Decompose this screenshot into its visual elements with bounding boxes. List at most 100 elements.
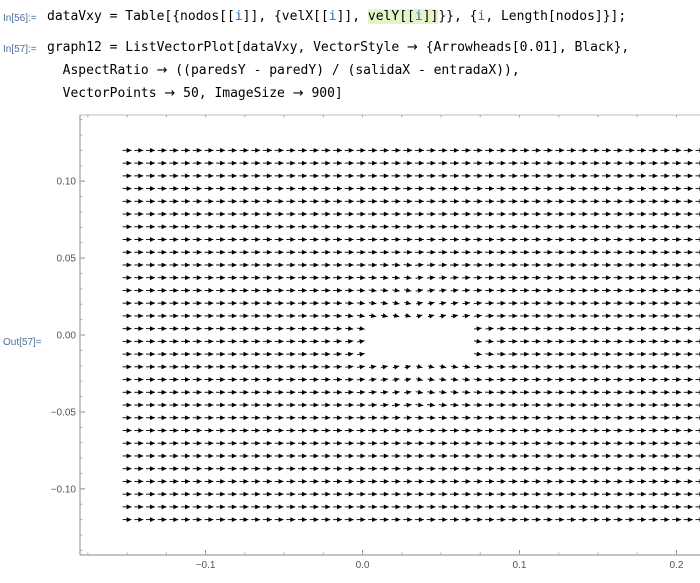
vector-arrow [660, 288, 670, 293]
vector-arrow [461, 211, 471, 217]
vector-arrow [344, 275, 354, 281]
vector-arrow [637, 198, 647, 204]
vector-arrow [485, 262, 495, 268]
vector-arrow [648, 186, 658, 191]
vector-arrow [122, 453, 132, 459]
vector-arrow [122, 224, 132, 230]
vector-arrow [380, 275, 389, 281]
vector-arrow [192, 160, 202, 166]
vector-arrow [333, 288, 343, 293]
vector-arrow [462, 389, 471, 395]
vector-arrow [262, 288, 272, 293]
input-cell-56[interactable]: In[56]:= dataVxy = Table[{nodos[[i]], {v… [0, 4, 700, 30]
vector-arrow [286, 440, 296, 446]
vector-arrow [145, 198, 155, 204]
vector-arrow [391, 224, 401, 230]
vector-arrow [531, 173, 541, 179]
vector-arrow [414, 186, 424, 191]
code-token: i [477, 9, 486, 24]
vector-arrow [403, 173, 413, 179]
vector-arrow [227, 186, 237, 191]
vector-arrow [683, 351, 693, 357]
vector-arrow [216, 389, 226, 395]
vector-arrow [391, 211, 401, 217]
vector-arrow [404, 377, 412, 383]
vector-arrow [427, 389, 435, 395]
vector-arrow [648, 313, 658, 319]
vector-arrow [683, 364, 693, 370]
vector-arrow [169, 377, 179, 382]
vector-arrow [157, 415, 167, 421]
vector-arrow [216, 504, 226, 510]
vector-arrow [637, 377, 647, 382]
vector-arrow [496, 198, 506, 204]
vector-arrow [169, 415, 179, 421]
code-input-56[interactable]: dataVxy = Table[{nodos[[i]], {velX[[i]],… [47, 5, 626, 28]
vector-arrow [204, 313, 214, 319]
vector-arrow [286, 479, 296, 484]
vector-arrow [648, 491, 658, 497]
vector-arrow [601, 377, 611, 382]
vector-arrow [169, 389, 179, 395]
vector-arrow [297, 198, 307, 204]
vector-arrow [461, 491, 471, 497]
vector-arrow [333, 313, 342, 319]
vector-arrow [251, 504, 261, 510]
vector-arrow [601, 364, 611, 370]
code-input-57[interactable]: graph12 = ListVectorPlot[dataVxy, Vector… [47, 36, 629, 105]
vector-arrow [134, 479, 144, 484]
vector-arrow [416, 364, 423, 369]
vector-arrow [415, 415, 424, 421]
vector-arrow [637, 428, 647, 433]
vector-arrow [613, 453, 623, 459]
vector-arrow [531, 428, 541, 433]
vector-arrow [613, 237, 623, 242]
vector-arrow [134, 300, 144, 306]
vector-arrow [262, 466, 272, 472]
vector-arrow [637, 389, 647, 395]
vector-arrow [648, 504, 658, 510]
vector-arrow [286, 224, 296, 230]
vector-arrow [590, 402, 600, 408]
vector-arrow [239, 517, 249, 523]
vector-arrow [695, 402, 700, 408]
vector-arrow [344, 479, 354, 484]
vector-arrow [672, 504, 682, 510]
input-cell-57[interactable]: In[57]:= graph12 = ListVectorPlot[dataVx… [0, 35, 700, 107]
vector-arrow [601, 237, 611, 242]
vector-arrow [578, 364, 588, 370]
vector-arrow [145, 428, 155, 433]
vector-arrow [169, 453, 179, 459]
vector-arrow [333, 402, 343, 408]
vector-arrow [648, 237, 658, 242]
vector-arrow [333, 377, 342, 382]
vector-arrow [368, 262, 378, 268]
vector-arrow [520, 440, 530, 446]
vector-arrow [672, 389, 682, 395]
vector-arrow [391, 453, 401, 459]
vector-arrow [216, 338, 226, 344]
vector-arrow [286, 288, 296, 293]
vector-arrow [169, 186, 179, 191]
vector-arrow [625, 147, 635, 153]
vector-arrow [321, 415, 331, 421]
vector-arrow [648, 440, 658, 446]
vector-arrow [368, 440, 378, 446]
vector-arrow [169, 249, 179, 255]
vector-arrow [566, 237, 576, 242]
code-line: AspectRatio → ((paredsY - paredY) / (sal… [47, 59, 629, 82]
vector-arrow [309, 198, 319, 204]
vector-arrow [543, 186, 553, 191]
y-tick-label: −0.10 [51, 484, 77, 495]
vector-arrow [520, 351, 530, 357]
vector-arrow [601, 224, 611, 230]
vector-arrow [391, 466, 401, 472]
vector-arrow [473, 364, 482, 370]
vector-arrow [368, 237, 378, 242]
vector-arrow [648, 147, 658, 153]
vector-arrow [297, 491, 307, 497]
code-token: VectorPoints [47, 86, 165, 101]
vector-arrow [169, 428, 179, 433]
vector-arrow [438, 440, 448, 446]
vector-arrow [590, 453, 600, 459]
